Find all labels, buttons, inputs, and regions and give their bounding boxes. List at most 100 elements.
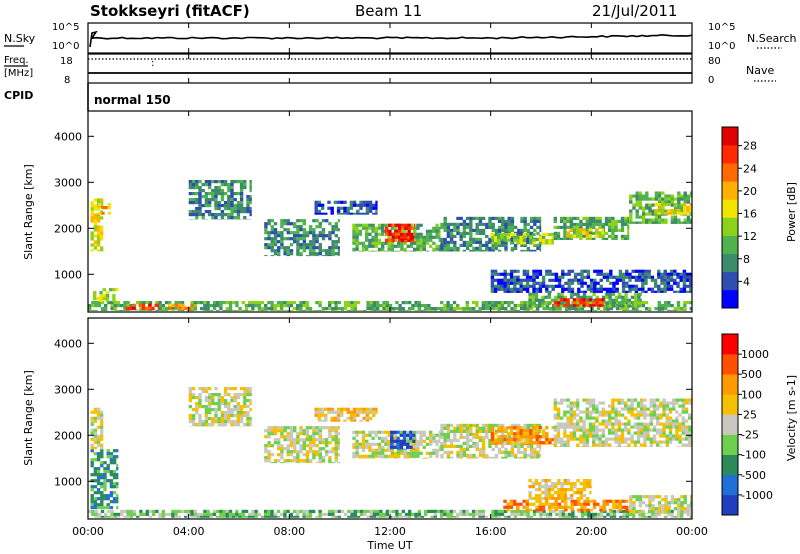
power-cell [679, 272, 683, 276]
power-cell [572, 304, 577, 307]
power-cell [390, 241, 394, 245]
power-cell [436, 307, 441, 311]
power-cell [560, 292, 564, 296]
velocity-cell [161, 515, 165, 518]
power-cell [93, 243, 98, 247]
power-cell [410, 226, 414, 230]
velocity-cell [491, 509, 495, 513]
power-cell [536, 231, 540, 235]
power-cell [104, 307, 108, 311]
velocity-cell [509, 505, 513, 509]
power-cell [507, 310, 511, 311]
velocity-cell [123, 515, 127, 518]
velocity-cell [358, 430, 362, 434]
velocity-cell [227, 408, 231, 412]
velocity-cell [207, 423, 212, 427]
power-cell [280, 301, 284, 305]
power-colorbar-tick-label: 4 [743, 275, 750, 288]
velocity-cell [217, 423, 221, 427]
power-cell [522, 269, 527, 273]
power-cell [598, 219, 602, 223]
velocity-cell [564, 499, 568, 503]
velocity-cell [552, 509, 556, 513]
power-colorbar-swatch [722, 217, 738, 236]
velocity-cell [456, 426, 460, 430]
power-cell [337, 228, 340, 232]
velocity-cell [582, 482, 587, 486]
velocity-cell [204, 390, 209, 394]
power-cell [368, 206, 373, 210]
velocity-cell [372, 413, 376, 417]
power-cell [201, 216, 205, 220]
power-cell [449, 234, 454, 238]
velocity-cell [190, 509, 194, 513]
power-colorbar-frame [721, 126, 739, 309]
power-cell [276, 301, 281, 305]
power-cell [548, 284, 552, 288]
power-cell [637, 269, 642, 273]
power-cell [408, 301, 412, 305]
velocity-cell [462, 426, 467, 430]
velocity-cell [97, 515, 101, 518]
power-cell [574, 310, 578, 311]
velocity-cell [538, 426, 543, 430]
power-cell [641, 275, 645, 279]
power-cell [305, 234, 310, 238]
power-cell [535, 275, 539, 279]
velocity-cell [633, 431, 637, 435]
power-cell [407, 235, 411, 239]
power-cell [551, 232, 554, 237]
power-cell [101, 206, 105, 210]
velocity-cell [206, 515, 210, 518]
power-cell [551, 235, 554, 240]
power-cell [664, 307, 668, 311]
power-cell [538, 272, 543, 276]
power-cell [614, 234, 618, 238]
power-cell [299, 237, 303, 241]
power-cell [178, 309, 182, 311]
power-cell [676, 301, 681, 305]
velocity-cell [563, 434, 567, 438]
velocity-cell [570, 502, 574, 506]
velocity-cell [640, 398, 644, 402]
velocity-cell [280, 429, 284, 433]
power-cell [227, 201, 231, 205]
velocity-cell [688, 443, 692, 447]
power-cell [625, 307, 629, 311]
freq-right-tick-top: 80 [708, 56, 721, 67]
velocity-cell [106, 479, 110, 483]
velocity-cell [535, 508, 539, 512]
power-cell [317, 212, 322, 215]
velocity-cell [222, 509, 226, 513]
power-cell [462, 225, 467, 229]
power-cell [102, 294, 106, 298]
velocity-cell [544, 479, 548, 483]
power-cell [328, 237, 332, 241]
velocity-cell [209, 515, 213, 518]
power-cell [214, 180, 218, 184]
velocity-cell [595, 419, 599, 423]
velocity-cell [236, 396, 241, 400]
power-cell [369, 301, 373, 305]
power-colorbar-swatch [722, 163, 738, 182]
power-cell [211, 213, 215, 217]
power-cell [198, 186, 202, 190]
power-cell [628, 275, 632, 279]
velocity-cell [264, 429, 268, 433]
power-cell [663, 203, 668, 207]
power-cell [510, 307, 514, 311]
power-cell [330, 212, 334, 215]
power-cell [683, 307, 687, 311]
velocity-cell [616, 509, 620, 513]
velocity-cell [550, 497, 555, 500]
velocity-cell [299, 459, 303, 463]
velocity-cell [601, 401, 605, 405]
velocity-cell [366, 515, 370, 518]
power-cell [488, 216, 492, 220]
power-cell [251, 304, 255, 308]
power-cell [359, 200, 363, 204]
velocity-cell [504, 456, 508, 459]
velocity-cell [328, 509, 332, 513]
velocity-cell [569, 404, 573, 408]
